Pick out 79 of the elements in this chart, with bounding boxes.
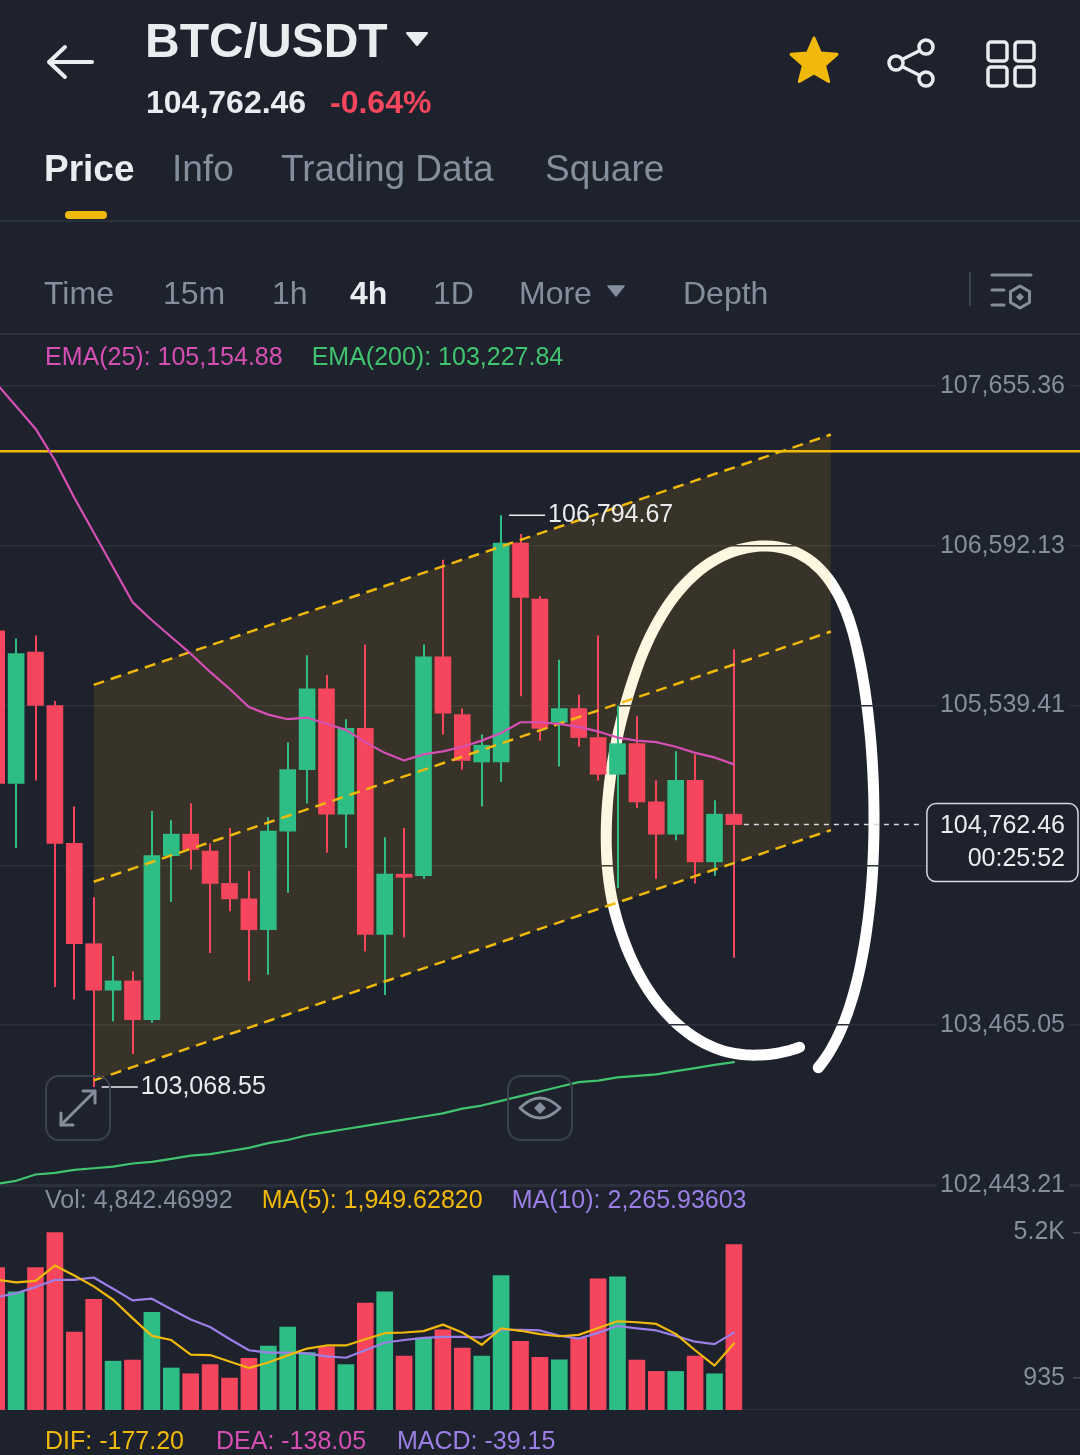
bar [415,1337,432,1410]
chart-title: BTC/USDT [145,13,388,67]
annotation: 103,068.55 [140,1070,266,1099]
bar [531,1357,549,1410]
candlestick [395,827,413,939]
y-tick-label: 105,539.41 [939,689,1065,718]
bar [259,1345,277,1410]
y-tick-label: 106,592.13 [939,529,1065,558]
bar [201,1364,219,1410]
bar [667,1371,685,1410]
text: EMA(200): 103,227.84 [311,341,564,370]
bar [298,1352,316,1410]
bar [473,1355,491,1410]
line-series [92,630,833,883]
chart-title: Vol: 4,842.46992 [45,1184,233,1213]
bar [356,1302,374,1410]
bar [279,1326,297,1410]
annotation: 106,794.67 [548,499,674,528]
bar [609,1276,626,1410]
bar [124,1359,141,1410]
candlestick [376,836,394,996]
text: MACD: -39.15 [397,1426,556,1454]
text: MA(5): 1,949.62820 [261,1184,483,1213]
bar [589,1278,607,1410]
bar [512,1341,529,1410]
y-tick-label: 107,655.36 [939,369,1065,398]
text: 1D [433,274,474,311]
candlestick [259,816,277,976]
text: Square [545,148,665,190]
chart-subtitle: 104,762.46 [146,83,307,120]
bar [27,1267,44,1410]
bar [395,1355,413,1410]
ref-line-label: 104,762.46 00:25:52 [939,809,1065,871]
y-tick-label: 5.2K [1013,1216,1066,1245]
bar [104,1360,122,1410]
bar [376,1291,394,1410]
text: 1h [272,274,308,311]
bar [453,1347,471,1410]
bar [65,1331,83,1410]
bar [647,1371,665,1410]
bar [143,1312,161,1410]
text: Time [44,274,114,311]
y-tick-label: 935 [1023,1361,1065,1390]
candlestick [27,634,44,782]
text: -0.64% [330,83,432,120]
text: DEA: -138.05 [216,1426,367,1454]
text: 4h [350,274,388,311]
bar [162,1367,180,1410]
candlestick [512,533,529,698]
bar [337,1364,355,1410]
bar [628,1359,646,1410]
text: Depth [683,274,769,311]
candlestick [221,827,238,913]
text: 15m [163,274,226,311]
text: MA(10): 2,265.93603 [511,1184,747,1213]
bar [85,1299,103,1410]
bar [725,1244,743,1410]
bar [570,1337,588,1410]
bar [221,1377,238,1410]
bar [46,1232,64,1410]
bar [686,1355,704,1410]
bar [550,1359,568,1410]
bar [240,1358,258,1410]
bar [182,1373,200,1410]
text: DIF: -177.20 [45,1426,184,1454]
candlestick [609,704,626,890]
text: Price [44,148,135,190]
candlestick [65,805,83,1001]
bar [492,1275,510,1410]
text: Info [172,148,234,190]
bar [706,1373,723,1410]
text: Trading Data [281,148,494,190]
y-tick-label: 103,465.05 [939,1009,1065,1038]
bar [434,1329,452,1410]
text: More [519,274,592,311]
bar [318,1346,335,1410]
series-label: EMA(25): 105,154.88 [45,341,283,370]
y-tick-label: 102,443.21 [939,1168,1065,1197]
candlestick [85,896,103,1089]
